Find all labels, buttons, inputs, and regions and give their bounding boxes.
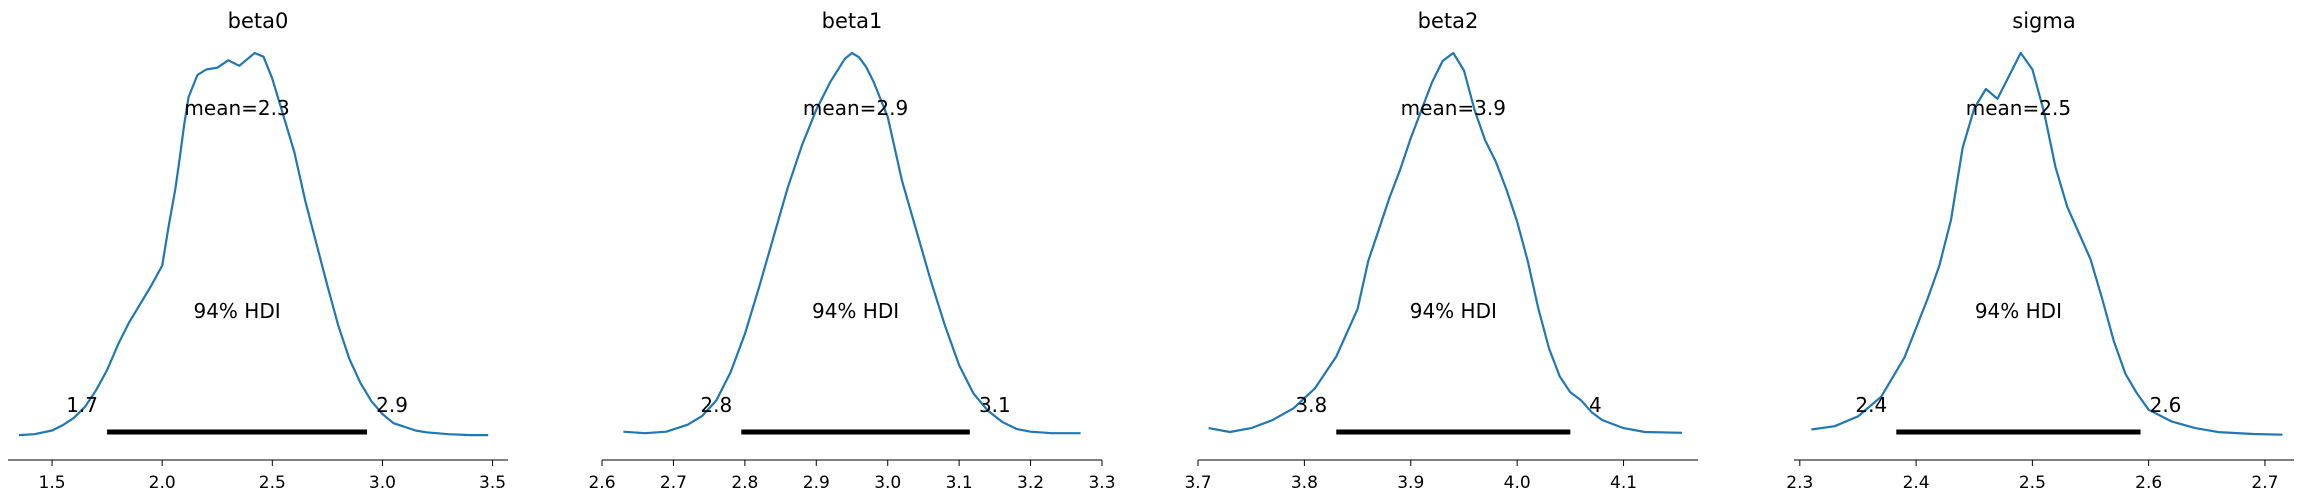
x-tick-label: 2.7 <box>2251 473 2278 493</box>
density-curve <box>18 51 489 437</box>
x-tick-label: 3.3 <box>1088 473 1115 493</box>
panel-title: beta0 <box>228 9 289 33</box>
hdi-high-label: 2.9 <box>376 393 408 417</box>
panel-title: beta1 <box>822 9 883 33</box>
x-tick-label: 3.0 <box>369 473 396 493</box>
x-tick-label: 2.8 <box>731 473 758 493</box>
hdi-high-label: 2.6 <box>2150 393 2182 417</box>
x-tick-label: 3.5 <box>479 473 506 493</box>
hdi-low-label: 1.7 <box>66 393 98 417</box>
hdi-label: 94% HDI <box>193 299 280 323</box>
x-tick-label: 3.7 <box>1184 473 1211 493</box>
density-curve <box>1208 51 1683 434</box>
hdi-low-label: 2.4 <box>1855 393 1887 417</box>
mean-label: mean=2.5 <box>1966 96 2071 120</box>
x-tick-label: 3.8 <box>1291 473 1318 493</box>
hdi-label: 94% HDI <box>812 299 899 323</box>
hdi-label: 94% HDI <box>1975 299 2062 323</box>
x-tick-label: 2.7 <box>660 473 687 493</box>
panel-title: sigma <box>2012 9 2075 33</box>
x-tick-label: 3.9 <box>1397 473 1424 493</box>
x-tick-label: 2.5 <box>2019 473 2046 493</box>
hdi-low-label: 2.8 <box>700 393 732 417</box>
hdi-low-label: 3.8 <box>1295 393 1327 417</box>
panel-title: beta2 <box>1418 9 1479 33</box>
mean-label: mean=2.9 <box>803 96 908 120</box>
x-tick-label: 4.0 <box>1504 473 1531 493</box>
density-curve <box>623 51 1081 435</box>
x-tick-label: 1.5 <box>39 473 66 493</box>
density-curve <box>1811 51 2283 436</box>
x-tick-label: 2.5 <box>259 473 286 493</box>
x-tick-label: 2.4 <box>1903 473 1930 493</box>
x-tick-label: 2.3 <box>1786 473 1813 493</box>
x-tick-label: 3.2 <box>1017 473 1044 493</box>
x-tick-label: 2.0 <box>149 473 176 493</box>
x-tick-label: 3.0 <box>874 473 901 493</box>
hdi-high-label: 3.1 <box>979 393 1011 417</box>
hdi-label: 94% HDI <box>1410 299 1497 323</box>
x-tick-label: 2.6 <box>2135 473 2162 493</box>
mean-label: mean=3.9 <box>1401 96 1506 120</box>
x-tick-label: 2.6 <box>588 473 615 493</box>
mean-label: mean=2.3 <box>184 96 289 120</box>
x-tick-label: 2.9 <box>803 473 830 493</box>
hdi-high-label: 4 <box>1589 393 1602 417</box>
x-tick-label: 4.1 <box>1610 473 1637 493</box>
x-tick-label: 3.1 <box>946 473 973 493</box>
